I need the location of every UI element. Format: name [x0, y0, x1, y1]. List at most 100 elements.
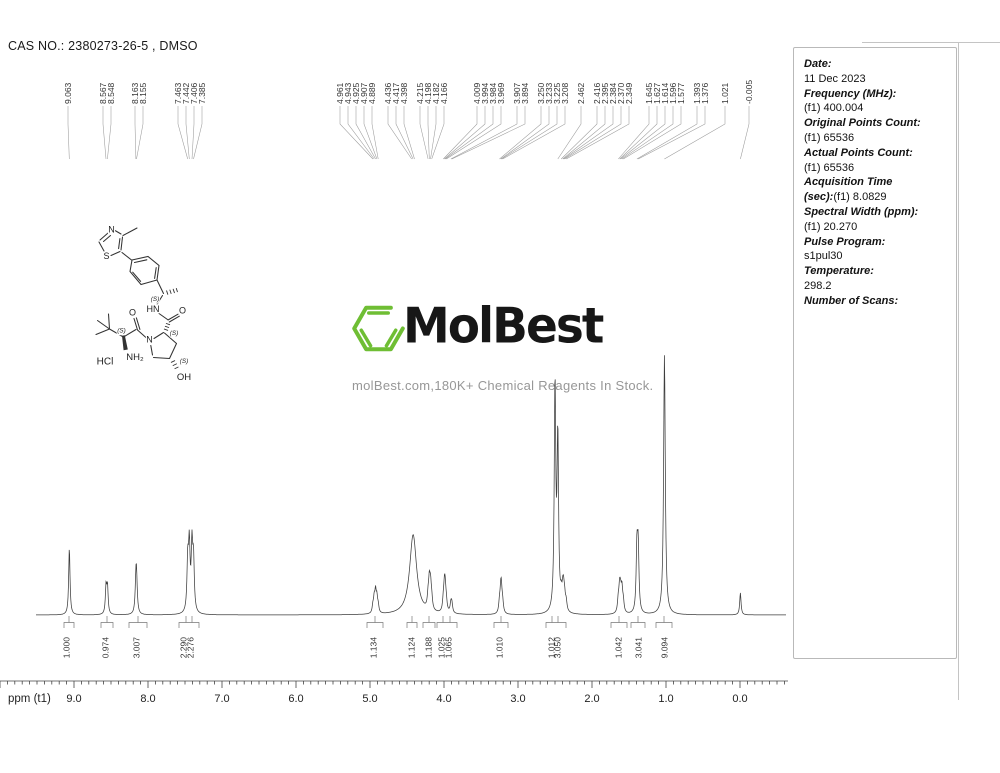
peak-ppm-label: 1.627 — [652, 82, 662, 104]
peak-connector-line — [67, 106, 70, 160]
param-label: Frequency (MHz): — [804, 87, 897, 100]
peak-connector-line — [419, 106, 429, 160]
integral-value: 1.000 — [62, 637, 72, 659]
atom-label: HCl — [97, 357, 114, 368]
peak-connector-line — [431, 106, 445, 160]
param-value: (f1) 65536 — [804, 131, 855, 144]
peak-connector-line — [450, 106, 518, 160]
peak-connector-line — [445, 106, 494, 160]
peak-connector-line — [371, 106, 379, 160]
integral-bracket — [100, 616, 114, 628]
atom-label: S — [103, 251, 109, 261]
integral-bracket — [630, 616, 646, 628]
peak-ppm-label: 3.225 — [552, 82, 562, 104]
peak-ppm-label: 2.370 — [616, 82, 626, 104]
param-item: Frequency (MHz): (f1) 400.004 — [804, 87, 946, 117]
param-label: Actual Points Count: — [804, 146, 913, 159]
param-item: Number of Scans: — [804, 294, 946, 324]
integral-value: 1.042 — [614, 637, 624, 659]
peak-ppm-label: 1.021 — [720, 82, 730, 104]
param-label: Spectral Width (ppm): — [804, 205, 919, 218]
x-axis-tick-label: 1.0 — [658, 693, 673, 705]
param-item: Actual Points Count: (f1) 65536 — [804, 146, 946, 176]
peak-label-connectors — [67, 106, 750, 160]
integral-bracket — [366, 616, 384, 628]
x-axis-tick-label: 0.0 — [732, 693, 747, 705]
peak-ppm-label: 8.548 — [106, 82, 116, 104]
integral-brackets — [63, 616, 673, 628]
integral-value: 2.276 — [186, 637, 196, 659]
x-axis-tick-labels: 9.0 8.0 7.0 6.0 5.0 4.0 3.0 2.0 1.0 0.0 — [66, 693, 747, 705]
peak-ppm-label: 2.384 — [608, 82, 618, 104]
x-axis-tick-label: 4.0 — [436, 693, 451, 705]
integral-bracket — [63, 616, 75, 628]
peak-ppm-label: 3.208 — [560, 82, 570, 104]
peak-connector-line — [185, 106, 190, 160]
x-axis-tick-label: 8.0 — [140, 693, 155, 705]
peak-ppm-label: 3.984 — [488, 82, 498, 104]
peak-connector-line — [387, 106, 412, 160]
integral-bracket — [493, 616, 509, 628]
integral-bracket — [128, 616, 148, 628]
peak-ppm-label: 7.442 — [181, 82, 191, 104]
integral-value: 3.007 — [132, 637, 142, 659]
peak-connector-line — [564, 106, 622, 160]
peak-ppm-label: 2.462 — [576, 82, 586, 104]
peak-connector-line — [451, 106, 526, 160]
integral-value: 1.188 — [424, 637, 434, 659]
atom-label: (S) — [117, 328, 125, 335]
param-value — [804, 309, 946, 324]
param-item: Pulse Program: s1pul30 — [804, 235, 946, 265]
integral-value: 1.134 — [369, 637, 379, 659]
molecule-bonds — [95, 227, 180, 370]
param-value: 298.2 — [804, 279, 832, 292]
peak-connector-line — [619, 106, 658, 160]
x-axis-tick-label: 2.0 — [584, 693, 599, 705]
atom-label: O — [129, 308, 136, 318]
peak-ppm-label: 1.596 — [668, 82, 678, 104]
peak-ppm-label: 2.416 — [592, 82, 602, 104]
atom-label: (S) — [170, 330, 178, 337]
param-label: Acquisition Time — [804, 176, 893, 189]
acquisition-params-list: Date: 11 Dec 2023 Frequency (MHz): (f1) 400… — [804, 57, 946, 323]
peak-connector-line — [502, 106, 566, 160]
integral-value: 1.124 — [407, 637, 417, 659]
peak-connector-line — [557, 106, 582, 160]
peak-connector-line — [636, 106, 698, 160]
integral-value: 3.050 — [553, 637, 563, 659]
x-axis-tick-label: 6.0 — [288, 693, 303, 705]
peak-ppm-label: 4.907 — [359, 82, 369, 104]
x-axis-tick-label: 9.0 — [66, 693, 81, 705]
peak-ppm-label: 7.385 — [197, 82, 207, 104]
peak-connector-line — [561, 106, 598, 160]
x-axis-unit-label: ppm (t1) — [8, 693, 51, 705]
peak-connector-line — [347, 106, 375, 160]
peak-connector-line — [177, 106, 188, 160]
peak-connector-line — [339, 106, 374, 160]
stereo-wedge-bond — [122, 335, 128, 351]
param-item: Spectral Width (ppm): (f1) 20.270 — [804, 205, 946, 235]
atom-label: N — [108, 225, 115, 235]
peak-connector-line — [191, 106, 195, 160]
param-value: s1pul30 — [804, 250, 843, 263]
peak-ppm-label: 1.614 — [660, 82, 670, 104]
integral-value: 1.025 — [437, 637, 447, 659]
atom-label: (S) — [180, 358, 188, 365]
integral-value: 1.010 — [495, 637, 505, 659]
benzene-hexagon-icon — [352, 305, 405, 352]
peak-ppm-label: 7.463 — [173, 82, 183, 104]
peak-ppm-label: 3.894 — [520, 82, 530, 104]
peak-connector-line — [102, 106, 107, 160]
peak-ppm-label: 4.943 — [343, 82, 353, 104]
param-label: Date: — [804, 58, 832, 70]
integral-value: 1.012 — [547, 637, 557, 659]
peak-connector-line — [562, 106, 606, 160]
integral-bracket — [422, 616, 436, 628]
peak-connector-line — [620, 106, 666, 160]
peak-ppm-label: 7.406 — [189, 82, 199, 104]
x-axis-tick-label: 3.0 — [510, 693, 525, 705]
peak-connector-line — [395, 106, 414, 160]
peak-ppm-label: 4.215 — [415, 82, 425, 104]
